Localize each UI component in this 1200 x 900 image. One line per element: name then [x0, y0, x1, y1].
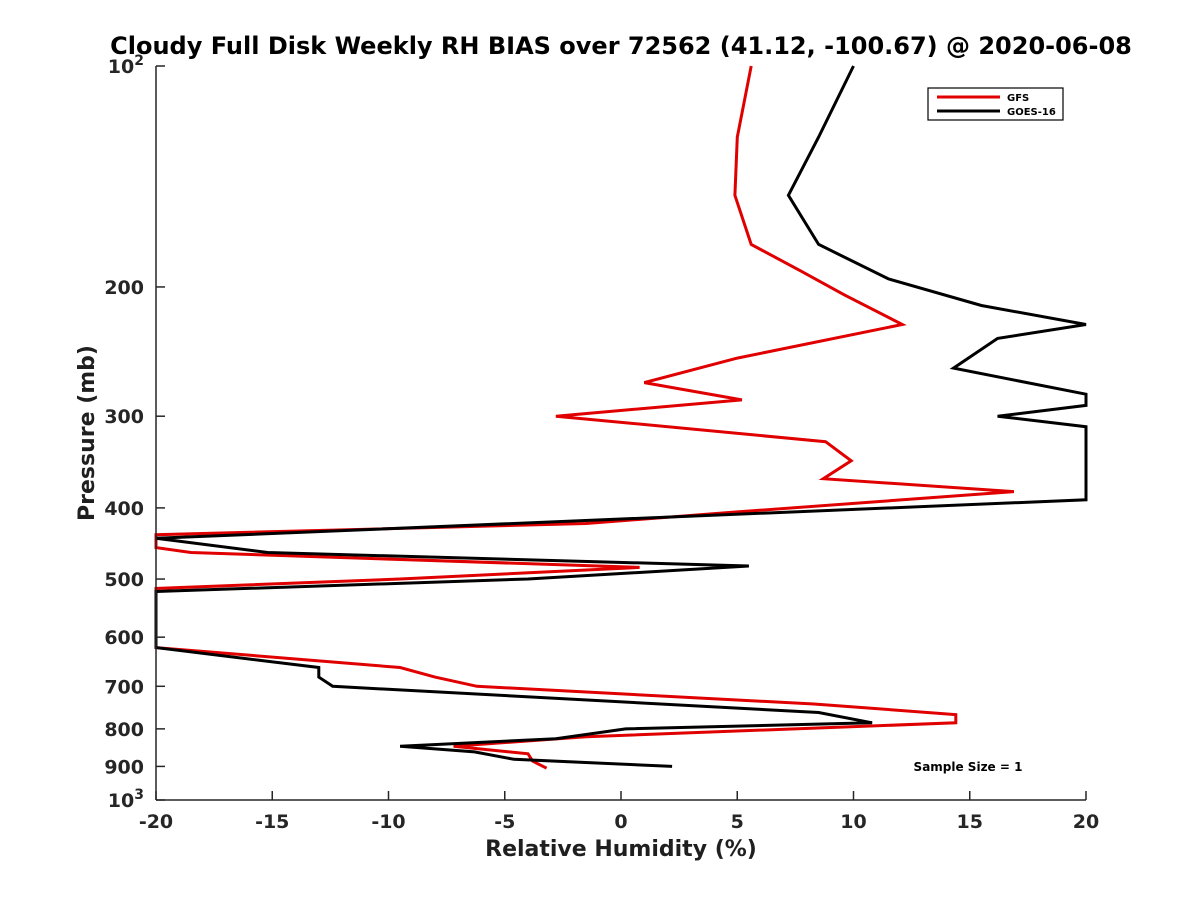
y-tick-label: 800 — [104, 719, 144, 741]
x-tick-label: -15 — [255, 811, 289, 833]
y-tick-label: 102 — [108, 53, 144, 78]
x-axis-ticks: -20 -15 -10 -5 0 5 10 15 20 — [139, 791, 1099, 833]
x-tick-label: -5 — [494, 811, 515, 833]
x-tick-label: 15 — [957, 811, 983, 833]
y-axis-label: Pressure (mb) — [75, 345, 100, 521]
y-tick-label: 700 — [104, 676, 144, 698]
legend-label: GFS — [1007, 93, 1029, 104]
y-tick-label: 103 — [108, 787, 144, 812]
series-line-1 — [154, 65, 1088, 768]
x-tick-label: -10 — [371, 811, 405, 833]
y-tick-label: 500 — [104, 569, 144, 591]
x-tick-label: 10 — [840, 811, 866, 833]
y-tick-label: 300 — [104, 406, 144, 428]
sample-size-annotation: Sample Size = 1 — [914, 760, 1023, 774]
y-tick-label: 200 — [104, 277, 144, 299]
x-tick-label: -20 — [139, 811, 173, 833]
x-axis-label: Relative Humidity (%) — [485, 837, 757, 862]
legend: GFS GOES-16 — [927, 87, 1064, 121]
chart-title: Cloudy Full Disk Weekly RH BIAS over 725… — [110, 32, 1132, 60]
y-tick-label: 900 — [104, 756, 144, 778]
legend-label: GOES-16 — [1007, 107, 1056, 118]
legend-box — [927, 87, 1064, 121]
y-tick-label: 400 — [104, 498, 144, 520]
y-tick-label: 600 — [104, 627, 144, 649]
x-tick-label: 20 — [1073, 811, 1099, 833]
y-axis-ticks: 102 200 300 400 500 600 700 800 900 103 — [104, 53, 165, 812]
x-tick-label: 0 — [614, 811, 627, 833]
x-tick-label: 5 — [731, 811, 744, 833]
